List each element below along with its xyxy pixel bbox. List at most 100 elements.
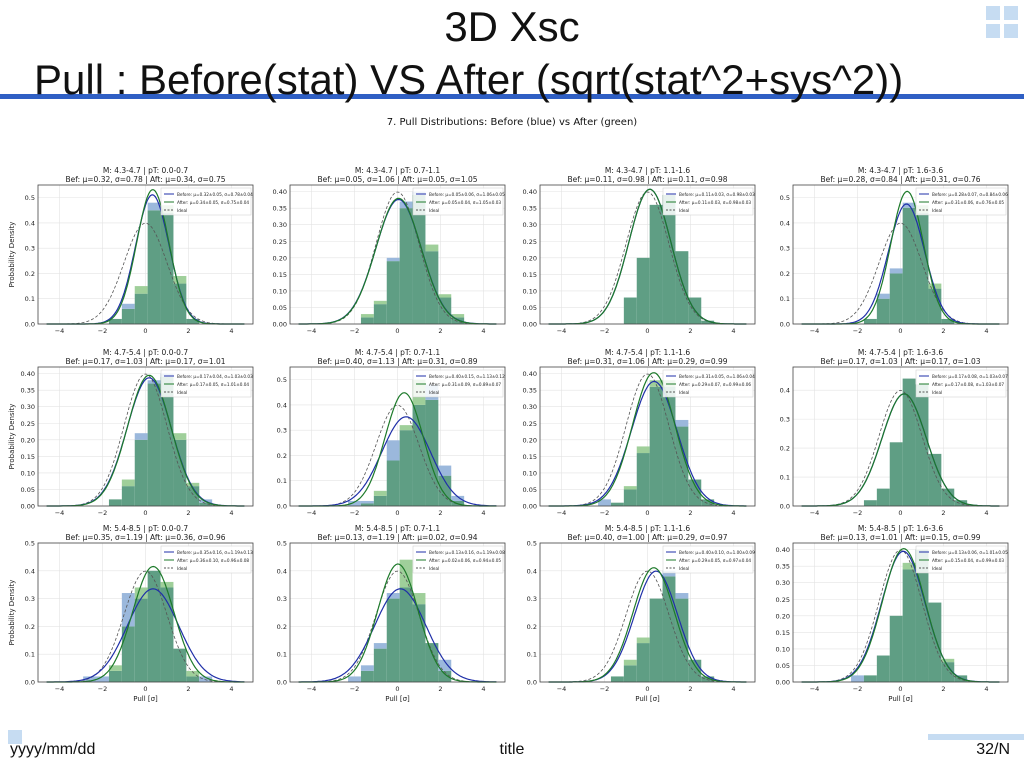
panel-title: M: 5.4-8.5 | pT: 0.7-1.1: [355, 524, 440, 533]
x-tick-label: −4: [55, 509, 65, 517]
x-tick-label: 0: [143, 509, 147, 517]
legend-entry: Ideal: [177, 390, 187, 395]
x-tick-label: 2: [941, 509, 945, 517]
footer-date: yyyy/mm/dd: [10, 741, 96, 758]
legend-entry: Before: μ=0.35±0.16, σ=1.19±0.13: [177, 550, 253, 555]
footer-page-number: 32/N: [976, 741, 1010, 758]
before-bar: [876, 293, 890, 299]
x-tick-label: −2: [853, 685, 863, 693]
y-tick-label: 0.20: [273, 254, 287, 262]
after-bar: [425, 244, 439, 252]
legend-entry: Ideal: [177, 208, 187, 213]
x-tick-label: 2: [438, 327, 442, 335]
y-tick-label: 0.4: [527, 567, 537, 575]
y-tick-label: 0.1: [780, 474, 790, 482]
y-tick-label: 0.05: [776, 662, 790, 670]
overlap-bar: [186, 318, 200, 324]
before-bar: [438, 465, 452, 476]
after-bar: [134, 587, 148, 599]
legend-box: [412, 545, 504, 574]
y-tick-label: 0.25: [21, 420, 35, 428]
plot-frame: [792, 542, 1009, 683]
overlap-bar: [636, 453, 650, 506]
slide-title: 3D Xsc: [444, 3, 580, 50]
legend-entry: Ideal: [429, 390, 439, 395]
overlap-bar: [863, 500, 877, 506]
x-tick-label: −2: [98, 327, 108, 335]
y-tick-label: 0.3: [277, 595, 287, 603]
y-tick-label: 0.4: [25, 219, 35, 227]
y-tick-label: 0.10: [776, 645, 790, 653]
legend-entry: Ideal: [429, 208, 439, 213]
y-tick-label: 0.1: [25, 651, 35, 659]
before-bar: [134, 433, 148, 440]
y-tick-label: 0.3: [780, 416, 790, 424]
footer-title: title: [499, 741, 525, 758]
y-tick-label: 0.5: [780, 194, 790, 202]
y-tick-label: 0.05: [523, 304, 537, 312]
y-tick-label: 0.30: [776, 579, 790, 587]
before-bar: [121, 593, 135, 627]
x-tick-label: −2: [350, 509, 360, 517]
overlap-bar: [662, 194, 676, 324]
x-tick-label: 4: [984, 685, 988, 693]
x-tick-label: 0: [898, 327, 902, 335]
x-tick-label: 4: [984, 509, 988, 517]
overlap-bar: [386, 261, 400, 324]
y-tick-label: 0.0: [277, 679, 287, 687]
y-tick-label: 0.3: [277, 427, 287, 435]
x-tick-label: 2: [688, 509, 692, 517]
x-axis-label: Pull [σ]: [385, 695, 410, 703]
overlap-bar: [610, 502, 624, 506]
panel-title: M: 4.3-4.7 | pT: 1.6-3.6: [858, 166, 943, 175]
overlap-bar: [121, 626, 135, 682]
before-bar: [348, 500, 361, 506]
overlap-bar: [451, 317, 465, 324]
legend-entry: After: μ=0.17±0.08, σ=1.03±0.07: [932, 382, 1004, 387]
before-bar: [889, 268, 903, 274]
x-tick-label: 0: [395, 327, 399, 335]
y-tick-label: 0.25: [776, 596, 790, 604]
y-tick-label: 0.5: [527, 540, 537, 548]
y-tick-label: 0.15: [273, 271, 287, 279]
y-tick-label: 0.1: [25, 295, 35, 303]
panel-title: M: 4.7-5.4 | pT: 0.0-0.7: [103, 348, 188, 357]
y-tick-label: 0.35: [273, 205, 287, 213]
x-tick-label: −4: [810, 327, 820, 335]
before-bar: [360, 500, 374, 504]
y-tick-label: 0.0: [780, 321, 790, 329]
overlap-bar: [876, 488, 890, 506]
y-tick-label: 0.4: [25, 567, 35, 575]
after-bar: [186, 670, 200, 677]
x-tick-label: −2: [98, 509, 108, 517]
x-tick-label: 0: [645, 685, 649, 693]
overlap-bar: [902, 569, 916, 682]
y-tick-label: 0.25: [273, 238, 287, 246]
y-tick-label: 0.15: [523, 453, 537, 461]
overlap-bar: [360, 670, 374, 682]
x-tick-label: 4: [984, 327, 988, 335]
decor-square: [1004, 24, 1018, 38]
overlap-bar: [876, 655, 890, 682]
legend-entry: Ideal: [679, 566, 689, 571]
legend-box: [160, 545, 252, 574]
overlap-bar: [121, 486, 135, 506]
y-tick-label: 0.35: [523, 387, 537, 395]
overlap-bar: [675, 426, 689, 506]
overlap-bar: [954, 500, 968, 506]
x-tick-label: −2: [853, 509, 863, 517]
after-bar: [623, 659, 637, 666]
legend-box: [662, 369, 754, 398]
ideal-curve: [548, 570, 747, 683]
before-bar: [83, 676, 97, 682]
y-tick-label: 0.15: [523, 271, 537, 279]
x-tick-label: 4: [229, 327, 233, 335]
after-bar: [360, 314, 374, 318]
after-bar: [636, 637, 650, 644]
y-tick-label: 0.1: [780, 295, 790, 303]
after-bar: [451, 314, 465, 318]
